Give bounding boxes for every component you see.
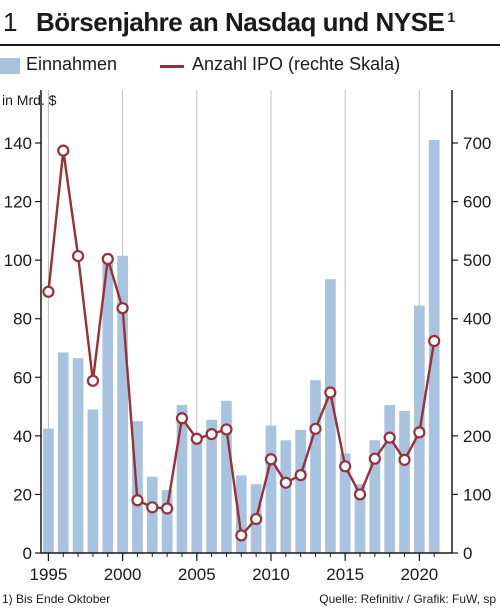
left-axis-tick-label: 0 (23, 544, 32, 563)
left-axis-tick-label: 40 (13, 427, 32, 446)
bar (117, 255, 128, 553)
left-axis-tick-label: 20 (13, 485, 32, 504)
ipo-point (324, 386, 337, 399)
bar (265, 425, 277, 553)
ipo-point (398, 453, 411, 466)
ipo-point (71, 249, 85, 263)
left-axis-tick-label: 80 (13, 310, 32, 329)
ipo-point (294, 469, 307, 482)
right-axis-tick-label: 200 (463, 427, 491, 446)
ipo-point (250, 512, 263, 526)
bar (235, 475, 247, 553)
ipo-point (220, 423, 233, 436)
bar (384, 405, 396, 553)
bar (354, 484, 366, 553)
bar (146, 476, 158, 553)
ipo-point (146, 501, 159, 514)
left-axis-tick-label: 120 (4, 193, 32, 212)
legend-line-swatch (160, 65, 184, 68)
ipo-point (175, 412, 189, 425)
bar (176, 405, 188, 553)
ipo-point (161, 502, 174, 515)
ipo-point (339, 460, 352, 473)
bar (369, 440, 381, 553)
right-axis-tick-label: 700 (463, 134, 491, 153)
legend-line-label: Anzahl IPO (rechte Skala) (192, 54, 401, 74)
ipo-point (368, 452, 381, 465)
ipo-point (309, 422, 322, 435)
ipo-point (57, 144, 70, 157)
x-axis-tick-label: 2005 (178, 565, 216, 584)
bar (102, 258, 114, 553)
figure-number: 1 (3, 7, 18, 37)
x-axis-tick-label: 2000 (104, 565, 142, 584)
footnote: 1) Bis Ende Oktober (2, 592, 110, 606)
right-axis-tick-label: 600 (463, 193, 491, 212)
ipo-point (116, 302, 129, 315)
bar (191, 438, 203, 553)
x-axis-tick-label: 2020 (400, 565, 438, 584)
left-axis-unit-label: in Mrd. $ (2, 92, 57, 108)
ipo-point (205, 428, 218, 441)
ipo-point (86, 374, 100, 387)
bar (399, 410, 410, 553)
right-axis-tick-label: 400 (463, 310, 491, 329)
bar (87, 409, 99, 553)
chart-legend: Einnahmen Anzahl IPO (rechte Skala) (0, 54, 500, 78)
ipo-point (353, 488, 367, 501)
bar (324, 279, 336, 553)
bar (161, 490, 173, 553)
x-axis-tick-label: 2015 (326, 565, 364, 584)
ipo-point (383, 431, 396, 444)
right-axis-tick-label: 300 (463, 368, 491, 387)
legend-bar-label: Einnahmen (26, 54, 118, 74)
ipo-point (279, 476, 292, 489)
legend-bar-swatch (0, 58, 20, 74)
ipo-point (235, 529, 248, 542)
bar (72, 358, 84, 553)
left-axis-tick-label: 60 (13, 368, 32, 387)
left-axis-tick-label: 140 (4, 134, 32, 153)
bar (339, 453, 351, 553)
source-credit: Quelle: Refinitiv / Grafik: FuW, sp (319, 592, 496, 606)
chart-title-text: Börsenjahre an Nasdaq und NYSE (36, 7, 445, 37)
footnote-text: Bis Ende Oktober (16, 592, 111, 606)
ipo-point (413, 426, 426, 439)
ipo-point (42, 285, 55, 298)
bar (206, 419, 217, 553)
right-axis-tick-label: 100 (463, 485, 491, 504)
bar (280, 440, 292, 553)
bar (310, 380, 321, 553)
chart-header: 1 Börsenjahre an Nasdaq und NYSE 1 (0, 0, 500, 46)
ipo-point (131, 494, 144, 507)
bar (221, 400, 232, 553)
footnote-marker: 1) (2, 592, 13, 606)
chart-title: Börsenjahre an Nasdaq und NYSE 1 (36, 7, 455, 38)
left-axis-tick-label: 100 (4, 251, 32, 270)
right-axis-tick-label: 500 (463, 251, 491, 270)
bar (295, 430, 306, 553)
title-footnote-marker: 1 (447, 9, 455, 25)
right-axis-tick-label: 0 (463, 544, 472, 563)
ipo-point (264, 453, 278, 466)
bar (57, 352, 69, 553)
bar (43, 428, 54, 553)
ipo-point (101, 252, 114, 266)
ipo-point (190, 432, 203, 445)
ipo-point (428, 334, 441, 348)
x-axis-tick-label: 1995 (30, 565, 68, 584)
x-axis-tick-label: 2010 (252, 565, 290, 584)
